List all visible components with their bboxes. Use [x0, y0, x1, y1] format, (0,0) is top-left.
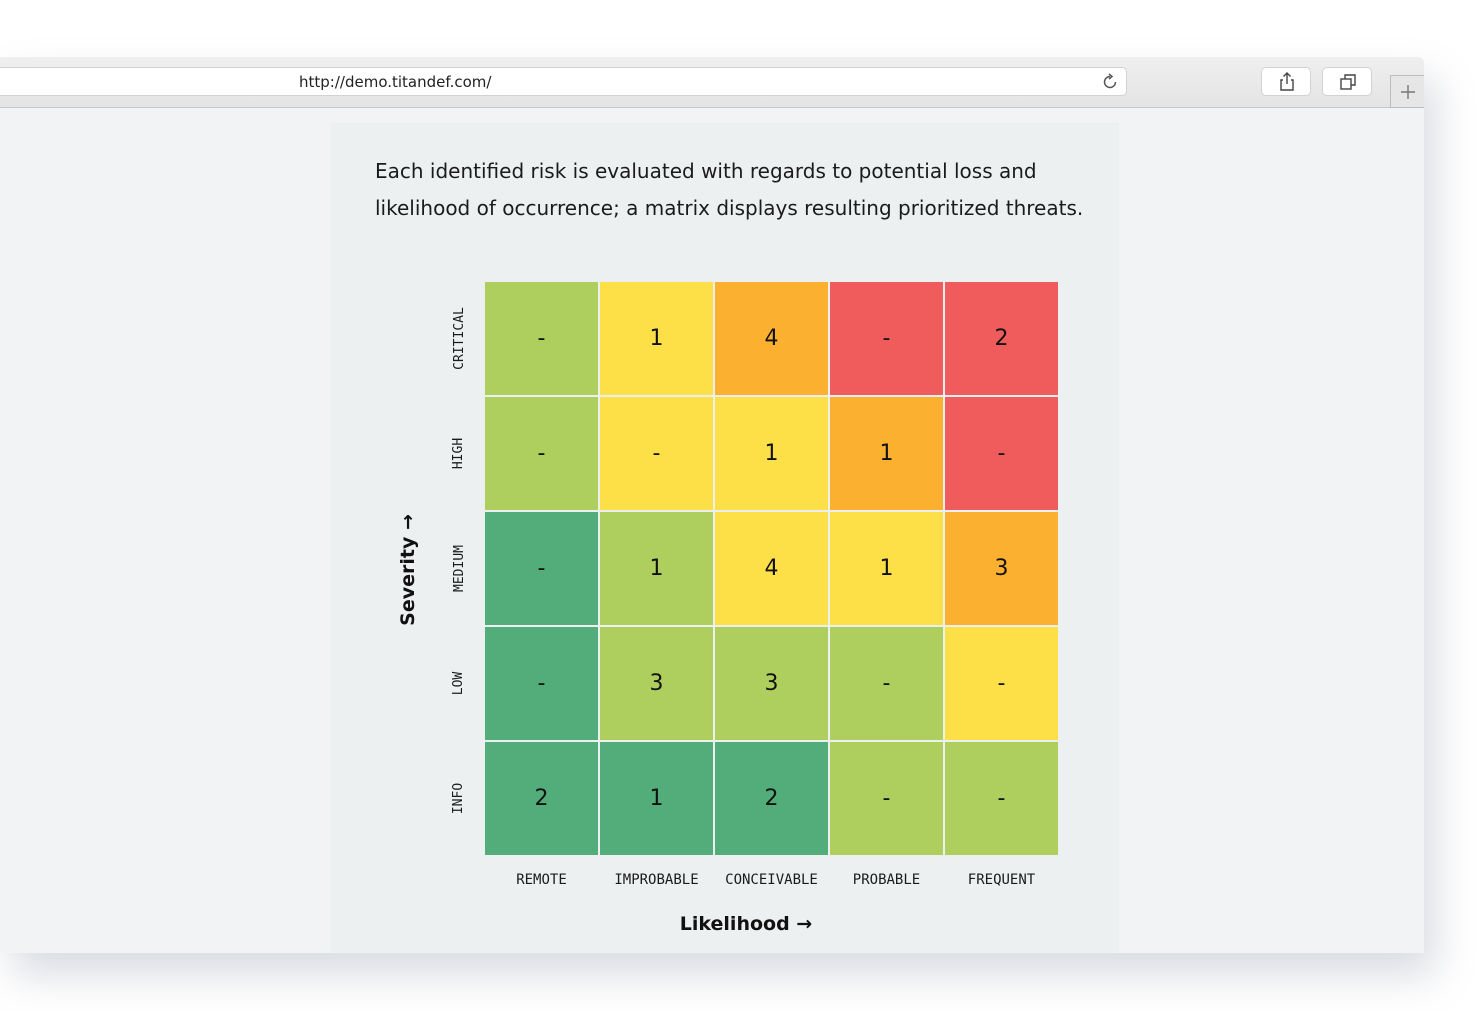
matrix-cell[interactable]: - — [945, 627, 1058, 740]
severity-label: MEDIUM — [451, 545, 467, 592]
url-text: http://demo.titandef.com/ — [299, 73, 492, 91]
address-bar[interactable]: http://demo.titandef.com/ — [0, 67, 1127, 96]
matrix-cell[interactable]: 1 — [600, 282, 713, 395]
likelihood-label: PROBABLE — [852, 872, 921, 888]
matrix-cell[interactable]: - — [485, 512, 598, 625]
new-tab-button[interactable] — [1390, 75, 1424, 108]
matrix-cell[interactable]: - — [945, 397, 1058, 510]
likelihood-label: IMPROBABLE — [614, 872, 699, 888]
matrix-cell[interactable]: 1 — [830, 397, 943, 510]
likelihood-label: CONCEIVABLE — [725, 872, 818, 888]
share-button[interactable] — [1261, 67, 1311, 96]
matrix-cell[interactable]: - — [600, 397, 713, 510]
likelihood-label: FREQUENT — [967, 872, 1036, 888]
severity-label: HIGH — [451, 437, 467, 470]
tabs-overview-button[interactable] — [1322, 67, 1372, 96]
likelihood-label: REMOTE — [516, 872, 567, 888]
y-axis-title-text: Severity → — [397, 514, 420, 626]
matrix-cell[interactable]: - — [485, 397, 598, 510]
matrix-cell[interactable]: 2 — [715, 742, 828, 855]
matrix-cell[interactable]: 3 — [945, 512, 1058, 625]
severity-label: CRITICAL — [451, 307, 467, 370]
share-icon — [1280, 72, 1294, 91]
matrix-cell[interactable]: - — [945, 742, 1058, 855]
matrix-cell[interactable]: 3 — [600, 627, 713, 740]
matrix-cell[interactable]: 4 — [715, 512, 828, 625]
matrix-cell[interactable]: 2 — [945, 282, 1058, 395]
severity-label: INFO — [451, 782, 467, 815]
matrix-cell[interactable]: 2 — [485, 742, 598, 855]
risk-matrix-panel: Each identified risk is evaluated with r… — [331, 123, 1119, 953]
matrix-cell[interactable]: - — [830, 627, 943, 740]
matrix-cell[interactable]: 1 — [830, 512, 943, 625]
tabs-icon — [1340, 74, 1356, 90]
matrix-cell[interactable]: 1 — [600, 512, 713, 625]
matrix-cell[interactable]: - — [830, 282, 943, 395]
reload-icon[interactable] — [1100, 72, 1120, 92]
severity-label: LOW — [451, 671, 467, 696]
matrix-cell[interactable]: 1 — [600, 742, 713, 855]
plus-icon — [1401, 85, 1415, 99]
matrix-cell[interactable]: - — [485, 282, 598, 395]
description-text: Each identified risk is evaluated with r… — [375, 159, 1084, 220]
matrix-cell[interactable]: 4 — [715, 282, 828, 395]
matrix-cell[interactable]: 1 — [715, 397, 828, 510]
x-axis-title: Likelihood → — [679, 913, 813, 935]
browser-window: http://demo.titandef.com/ Each iden — [0, 57, 1424, 953]
matrix-cell[interactable]: - — [830, 742, 943, 855]
browser-toolbar: http://demo.titandef.com/ — [0, 57, 1424, 108]
matrix-cell[interactable]: - — [485, 627, 598, 740]
matrix-cell[interactable]: 3 — [715, 627, 828, 740]
y-axis-title: Severity → — [393, 514, 423, 626]
